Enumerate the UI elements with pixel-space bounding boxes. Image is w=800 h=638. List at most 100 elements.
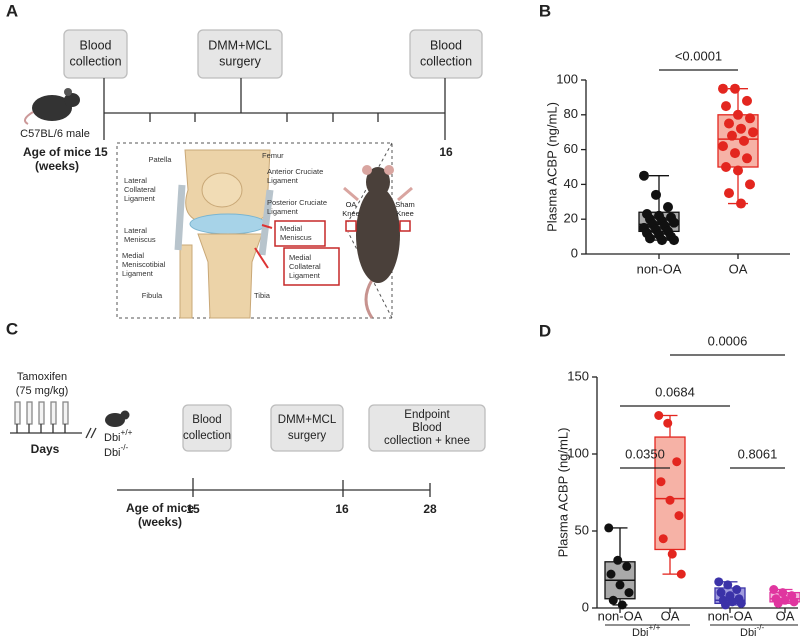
genotype-base: Dbi <box>104 432 121 444</box>
data-point <box>727 597 737 607</box>
knee-label: Femur <box>262 151 284 160</box>
mouse-label: Knee <box>396 209 414 218</box>
data-point <box>721 162 731 172</box>
timeline-box-text: collection <box>420 54 472 68</box>
data-point <box>665 495 675 505</box>
data-point <box>721 101 731 112</box>
data-point <box>745 179 755 190</box>
x-tick-label: OA <box>729 261 748 276</box>
age-label: (weeks) <box>35 159 79 173</box>
timeline-c <box>10 401 486 497</box>
data-point <box>780 595 790 605</box>
data-point <box>724 118 734 129</box>
p-value: 0.0684 <box>655 384 695 399</box>
y-tick-label: 100 <box>567 445 589 460</box>
y-tick-label: 40 <box>564 176 578 191</box>
data-point <box>748 127 758 138</box>
mouse-label: Knee <box>342 209 360 218</box>
data-point <box>736 123 746 134</box>
timeline-box-text: collection <box>69 54 121 68</box>
knee-label: Patella <box>149 155 173 164</box>
data-point <box>613 555 623 565</box>
data-point <box>739 135 749 146</box>
data-point <box>656 477 666 487</box>
mouse-top-view <box>343 165 413 319</box>
panel-label: B <box>539 1 551 20</box>
y-tick-label: 0 <box>571 245 578 260</box>
p-value: 0.8061 <box>738 446 778 461</box>
genotype: Dbi+/+ <box>104 428 133 444</box>
data-point <box>736 598 746 608</box>
panel-label: D <box>539 321 551 340</box>
knee-label: Ligament <box>289 271 321 280</box>
data-point <box>723 580 733 590</box>
genotype-base: Dbi <box>632 627 649 638</box>
genotype: Dbi-/- <box>104 443 129 459</box>
data-point <box>714 577 724 587</box>
data-point <box>733 109 743 120</box>
y-tick-label: 100 <box>556 71 578 86</box>
data-point <box>663 418 673 428</box>
data-point <box>674 511 684 521</box>
timeline-a <box>63 29 483 140</box>
knee-label: Meniscus <box>280 233 312 242</box>
data-point <box>730 83 740 94</box>
timeline-box-text: Endpoint <box>404 409 450 421</box>
data-point <box>676 569 686 579</box>
week: 16 <box>439 145 453 159</box>
knee-label: Collateral <box>289 262 321 271</box>
data-point <box>617 600 627 610</box>
y-tick-label: 150 <box>567 368 589 383</box>
knee-label: Ligament <box>122 269 154 278</box>
mouse-icon <box>23 88 80 125</box>
panel-label: A <box>6 1 18 20</box>
data-point <box>669 235 679 246</box>
genotype-base: Dbi <box>104 447 121 459</box>
age-label: (weeks) <box>138 515 182 529</box>
data-point <box>742 95 752 106</box>
data-point <box>667 549 677 559</box>
data-point <box>718 83 728 94</box>
mouse-label: Sham <box>395 200 415 209</box>
y-axis-title: Plasma ACBP (ng/mL) <box>544 102 559 232</box>
data-point <box>615 580 625 590</box>
data-point <box>657 235 667 246</box>
knee-label: Lateral <box>124 176 147 185</box>
knee-label: Lateral <box>124 226 147 235</box>
mouse-icon-small <box>105 410 130 427</box>
data-point <box>604 523 614 533</box>
group-label: Dbi-/- <box>740 623 765 638</box>
week: 16 <box>335 502 349 516</box>
knee-label: Anterior Cruciate <box>267 167 323 176</box>
data-point <box>669 217 679 228</box>
knee-label: Medial <box>280 224 302 233</box>
y-tick-label: 80 <box>564 106 578 121</box>
y-tick-label: 20 <box>564 211 578 226</box>
data-point <box>769 585 779 595</box>
y-tick-label: 60 <box>564 141 578 156</box>
days: Days <box>31 442 60 456</box>
y-axis-title: Plasma ACBP (ng/mL) <box>555 428 570 558</box>
knee-label: Ligament <box>124 194 156 203</box>
strain: C57BL/6 male <box>20 128 90 140</box>
timeline-box-text: DMM+MCL <box>208 38 272 52</box>
timeline-box-text: surgery <box>288 430 327 442</box>
knee-label: Meniscotibial <box>122 260 166 269</box>
data-point <box>730 148 740 159</box>
data-point <box>727 130 737 141</box>
x-tick-label: non-OA <box>708 608 753 623</box>
timeline-box-text: Blood <box>80 38 112 52</box>
y-tick-label: 0 <box>582 599 589 614</box>
knee-label: Ligament <box>267 207 299 216</box>
data-point <box>645 233 655 244</box>
timeline-box-text: DMM+MCL <box>278 414 337 426</box>
box <box>654 436 686 551</box>
genotype-base: Dbi <box>740 627 757 638</box>
data-point <box>742 153 752 164</box>
genotype-sup: -/- <box>121 443 129 452</box>
x-tick-label: non-OA <box>637 261 682 276</box>
week: 15 <box>94 145 108 159</box>
data-point <box>658 534 668 544</box>
data-point <box>651 189 661 200</box>
